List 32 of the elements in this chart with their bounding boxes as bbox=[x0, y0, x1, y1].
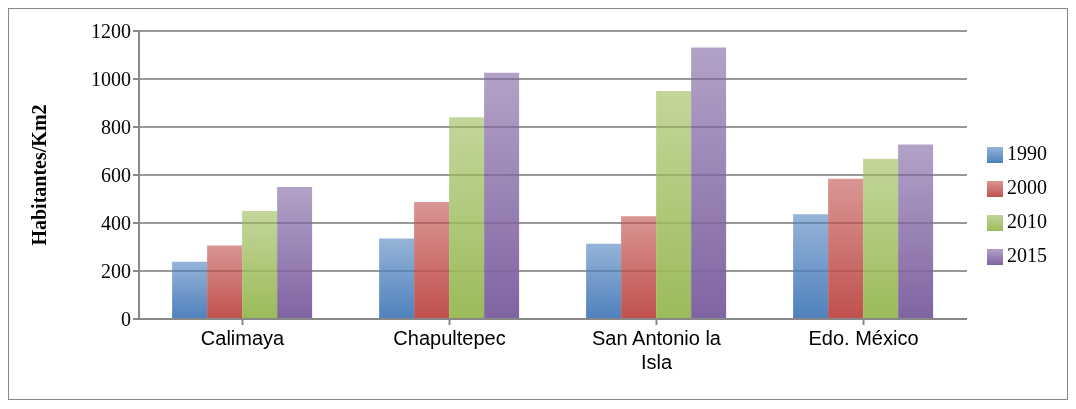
legend-label: 2015 bbox=[1007, 244, 1047, 266]
y-tick-label: 1200 bbox=[91, 20, 131, 43]
bar bbox=[691, 47, 727, 319]
bar bbox=[863, 158, 899, 319]
bar bbox=[172, 261, 208, 319]
bar bbox=[586, 243, 622, 319]
legend-label: 1990 bbox=[1007, 142, 1047, 164]
bar bbox=[414, 202, 450, 319]
y-tick-label: 200 bbox=[101, 260, 131, 283]
bar bbox=[277, 187, 313, 319]
x-tick-label: San Antonio la Isla bbox=[592, 327, 722, 373]
x-tick-label: Chapultepec bbox=[393, 327, 506, 349]
x-tick-label: Edo. México bbox=[808, 327, 919, 349]
y-tick-label: 800 bbox=[101, 116, 131, 139]
bar bbox=[449, 117, 485, 319]
y-tick-label: 0 bbox=[121, 308, 131, 331]
bar bbox=[484, 72, 520, 319]
bar bbox=[898, 144, 934, 319]
bar bbox=[656, 91, 692, 319]
y-tick-label: 1000 bbox=[91, 68, 131, 91]
y-tick-label: 600 bbox=[101, 164, 131, 187]
bar bbox=[621, 216, 657, 319]
bar bbox=[828, 178, 864, 319]
legend-label: 2000 bbox=[1007, 176, 1047, 198]
y-axis-title: Habitantes/Km2 bbox=[28, 104, 51, 246]
y-tick-label: 400 bbox=[101, 212, 131, 235]
bar bbox=[793, 214, 829, 319]
x-tick-label: Calimaya bbox=[200, 327, 286, 349]
bar bbox=[207, 245, 243, 319]
bar bbox=[379, 238, 415, 319]
legend-label: 2010 bbox=[1007, 210, 1047, 232]
bar bbox=[242, 211, 278, 319]
